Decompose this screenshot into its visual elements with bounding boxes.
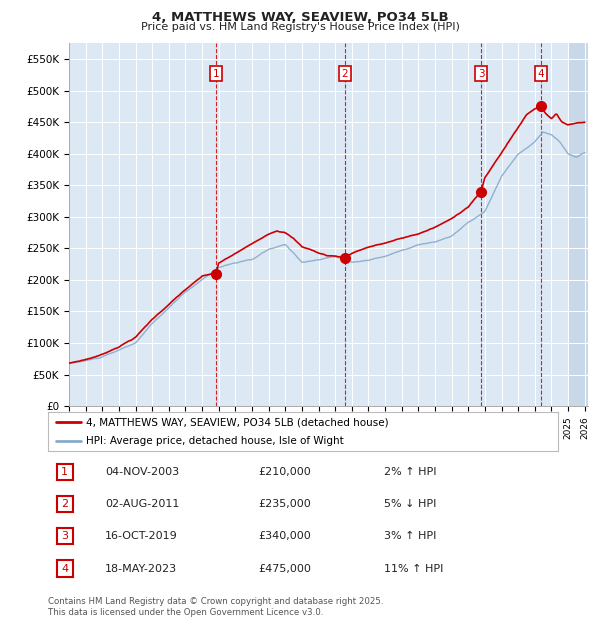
Text: 3% ↑ HPI: 3% ↑ HPI bbox=[384, 531, 436, 541]
Text: 11% ↑ HPI: 11% ↑ HPI bbox=[384, 564, 443, 574]
Text: 3: 3 bbox=[61, 531, 68, 541]
Text: 2% ↑ HPI: 2% ↑ HPI bbox=[384, 467, 437, 477]
Text: Contains HM Land Registry data © Crown copyright and database right 2025.
This d: Contains HM Land Registry data © Crown c… bbox=[48, 598, 383, 617]
Text: Price paid vs. HM Land Registry's House Price Index (HPI): Price paid vs. HM Land Registry's House … bbox=[140, 22, 460, 32]
Text: 4: 4 bbox=[61, 564, 68, 574]
Text: 4, MATTHEWS WAY, SEAVIEW, PO34 5LB (detached house): 4, MATTHEWS WAY, SEAVIEW, PO34 5LB (deta… bbox=[86, 417, 389, 427]
Text: HPI: Average price, detached house, Isle of Wight: HPI: Average price, detached house, Isle… bbox=[86, 436, 344, 446]
Text: £340,000: £340,000 bbox=[258, 531, 311, 541]
Text: 02-AUG-2011: 02-AUG-2011 bbox=[105, 499, 179, 509]
Text: £210,000: £210,000 bbox=[258, 467, 311, 477]
Text: 2: 2 bbox=[341, 69, 348, 79]
Text: £475,000: £475,000 bbox=[258, 564, 311, 574]
Text: 04-NOV-2003: 04-NOV-2003 bbox=[105, 467, 179, 477]
Text: 2: 2 bbox=[61, 499, 68, 509]
Text: 4: 4 bbox=[538, 69, 544, 79]
Text: 1: 1 bbox=[213, 69, 220, 79]
Bar bbox=[568, 43, 588, 406]
Text: £235,000: £235,000 bbox=[258, 499, 311, 509]
Text: 4, MATTHEWS WAY, SEAVIEW, PO34 5LB: 4, MATTHEWS WAY, SEAVIEW, PO34 5LB bbox=[152, 11, 448, 24]
Text: 18-MAY-2023: 18-MAY-2023 bbox=[105, 564, 177, 574]
Text: 3: 3 bbox=[478, 69, 485, 79]
Text: 16-OCT-2019: 16-OCT-2019 bbox=[105, 531, 178, 541]
Text: 5% ↓ HPI: 5% ↓ HPI bbox=[384, 499, 436, 509]
Text: 1: 1 bbox=[61, 467, 68, 477]
